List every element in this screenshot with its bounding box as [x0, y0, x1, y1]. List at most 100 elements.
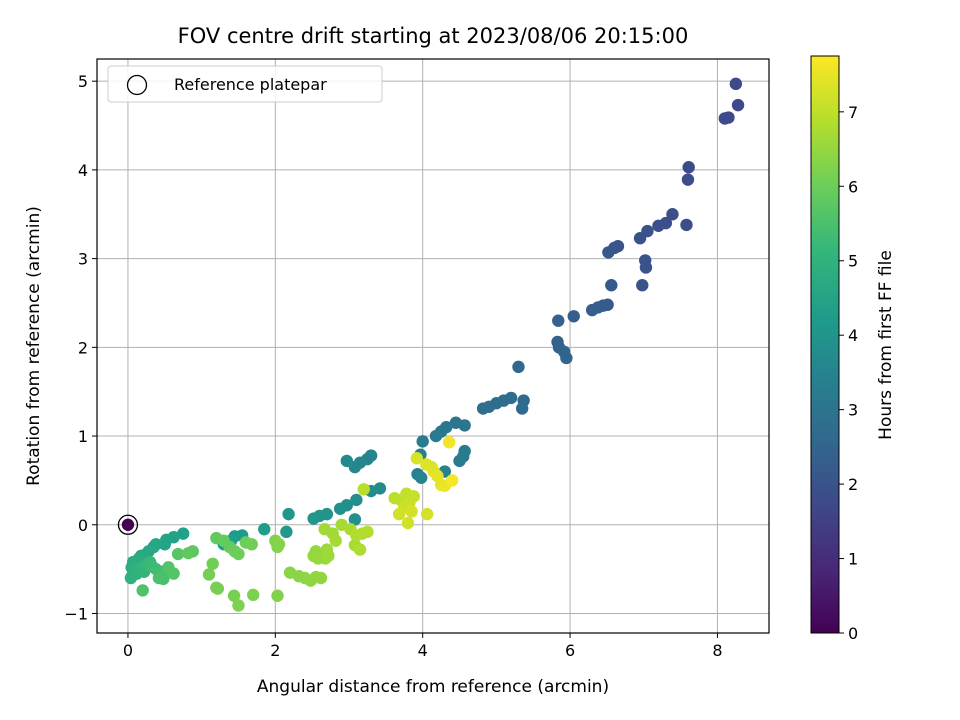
data-point: [202, 568, 216, 581]
y-tick-label: 0: [78, 516, 88, 535]
data-point: [585, 303, 599, 317]
data-point: [476, 402, 490, 415]
chart-title: FOV centre drift starting at 2023/08/06 …: [178, 24, 689, 48]
colorbar-ticks: 0 1 2 3 4 5 6 7: [839, 103, 858, 643]
y-tick-label: 2: [78, 338, 88, 357]
data-point: [512, 360, 525, 374]
data-point: [361, 525, 374, 539]
data-point: [405, 505, 418, 518]
data-point: [680, 218, 693, 232]
x-tick-label: 8: [712, 641, 722, 660]
data-point: [515, 402, 529, 415]
data-point: [340, 454, 353, 468]
data-point: [729, 77, 743, 91]
data-point: [350, 493, 363, 507]
data-point: [453, 454, 466, 468]
data-point: [177, 527, 190, 540]
data-point: [348, 513, 362, 526]
data-point: [280, 525, 293, 539]
data-point: [245, 538, 258, 551]
data-point: [158, 538, 171, 551]
data-point: [282, 507, 295, 521]
legend-reference-marker: [126, 74, 148, 96]
x-axis-label: Angular distance from reference (arcmin): [257, 677, 609, 697]
data-point: [415, 471, 428, 484]
data-points: [117, 77, 745, 612]
reference-marker-ring: [117, 514, 139, 535]
legend-label: Reference platepar: [174, 75, 327, 94]
data-point: [552, 314, 565, 327]
data-point: [443, 436, 456, 449]
colorbar-tick-label: 6: [848, 177, 858, 196]
data-point: [731, 98, 745, 112]
data-point: [722, 111, 735, 124]
data-point: [567, 310, 580, 323]
data-point: [633, 232, 647, 245]
data-point: [314, 571, 328, 585]
data-point: [136, 584, 149, 597]
y-tick-label: 1: [78, 427, 88, 446]
y-tick-label: 5: [78, 72, 88, 91]
data-point: [401, 516, 415, 530]
x-tick-label: 2: [270, 641, 280, 660]
data-point: [353, 543, 367, 556]
data-point: [636, 279, 649, 292]
data-point: [560, 351, 573, 365]
data-point: [232, 547, 245, 561]
data-point: [171, 547, 185, 561]
x-axis-ticks: 0 2 4 6 8: [123, 633, 723, 660]
data-point: [182, 546, 195, 560]
reference-point: [121, 518, 135, 531]
data-point: [206, 557, 219, 571]
x-tick-label: 6: [565, 641, 575, 660]
data-point: [445, 474, 459, 487]
x-tick-label: 0: [123, 641, 133, 660]
data-point: [639, 261, 653, 274]
colorbar-tick-label: 2: [848, 475, 858, 494]
data-point: [329, 534, 342, 547]
data-point: [449, 416, 463, 429]
data-point: [320, 543, 334, 556]
data-point: [211, 582, 225, 595]
data-point: [247, 588, 260, 602]
data-point: [605, 279, 618, 292]
colorbar-tick-label: 3: [848, 401, 858, 420]
data-point: [652, 219, 665, 232]
legend: Reference platepar: [107, 65, 383, 103]
data-point: [152, 571, 166, 585]
data-point: [682, 161, 695, 174]
data-point: [392, 507, 406, 521]
y-axis-label: Rotation from reference (arcmin): [24, 206, 44, 486]
colorbar: [810, 55, 840, 634]
data-point: [429, 429, 443, 443]
data-point: [271, 589, 284, 602]
data-point: [258, 523, 271, 536]
y-tick-label: 4: [78, 161, 88, 180]
colorbar-tick-label: 4: [848, 326, 858, 345]
data-point: [272, 538, 286, 551]
data-point: [416, 435, 429, 448]
colorbar-label: Hours from first FF file: [876, 250, 896, 440]
legend-box: [107, 65, 383, 103]
colorbar-tick-label: 1: [848, 550, 858, 569]
data-point: [666, 208, 679, 221]
data-point: [232, 599, 245, 612]
colorbar-tick-label: 7: [848, 103, 858, 122]
colorbar-tick-label: 5: [848, 252, 858, 271]
data-point: [227, 589, 241, 602]
data-point: [307, 512, 320, 525]
x-tick-label: 4: [418, 641, 428, 660]
data-point: [602, 246, 615, 259]
y-axis-ticks: −1 0 1 2 3 4 5: [64, 72, 97, 623]
data-point: [681, 173, 695, 186]
y-tick-label: −1: [64, 604, 88, 623]
data-point: [357, 483, 370, 496]
data-point: [407, 490, 421, 503]
colorbar-tick-label: 0: [848, 624, 858, 643]
plot-frame: [96, 58, 770, 634]
data-point: [410, 452, 423, 465]
data-point: [167, 567, 180, 580]
data-point: [420, 507, 434, 521]
y-tick-label: 3: [78, 250, 88, 269]
